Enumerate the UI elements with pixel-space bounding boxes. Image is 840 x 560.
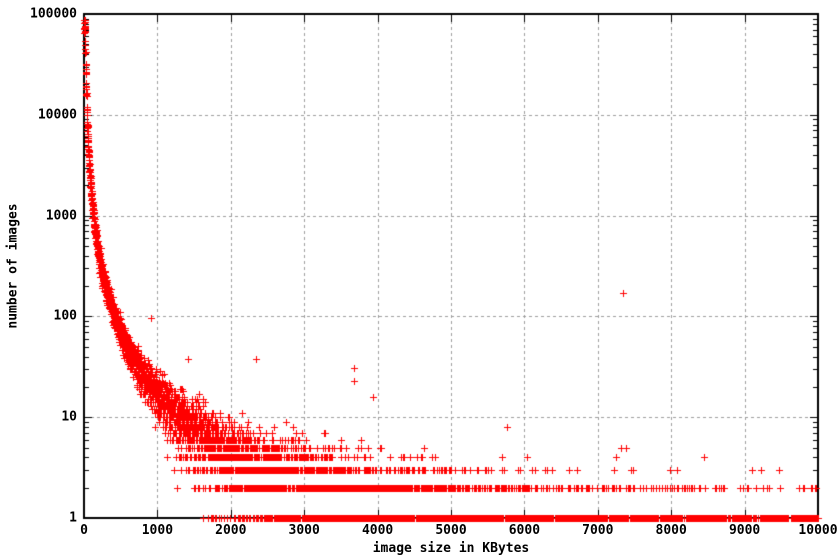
x-tick-label: 2000 <box>215 523 247 538</box>
y-tick-label: 1000 <box>45 208 77 224</box>
y-tick-label: 10 <box>61 409 77 425</box>
y-tick-label: 100 <box>53 308 77 324</box>
x-tick-label: 10000 <box>798 523 838 538</box>
x-tick-label: 8000 <box>655 523 687 538</box>
y-axis-title: number of images <box>5 203 21 329</box>
x-tick-label: 4000 <box>361 523 394 538</box>
x-tick-label: 3000 <box>288 523 320 538</box>
x-tick-label: 6000 <box>508 523 541 538</box>
x-tick-label: 0 <box>80 523 88 538</box>
x-axis-title: image size in KBytes <box>372 541 530 556</box>
y-tick-label: 100000 <box>30 6 77 22</box>
x-tick-label: 7000 <box>582 523 614 538</box>
y-tick-label: 1 <box>69 510 77 526</box>
y-tick-label: 10000 <box>37 107 77 123</box>
x-tick-label: 1000 <box>141 523 174 538</box>
x-tick-label: 5000 <box>435 523 467 538</box>
x-tick-label: 9000 <box>728 523 761 538</box>
